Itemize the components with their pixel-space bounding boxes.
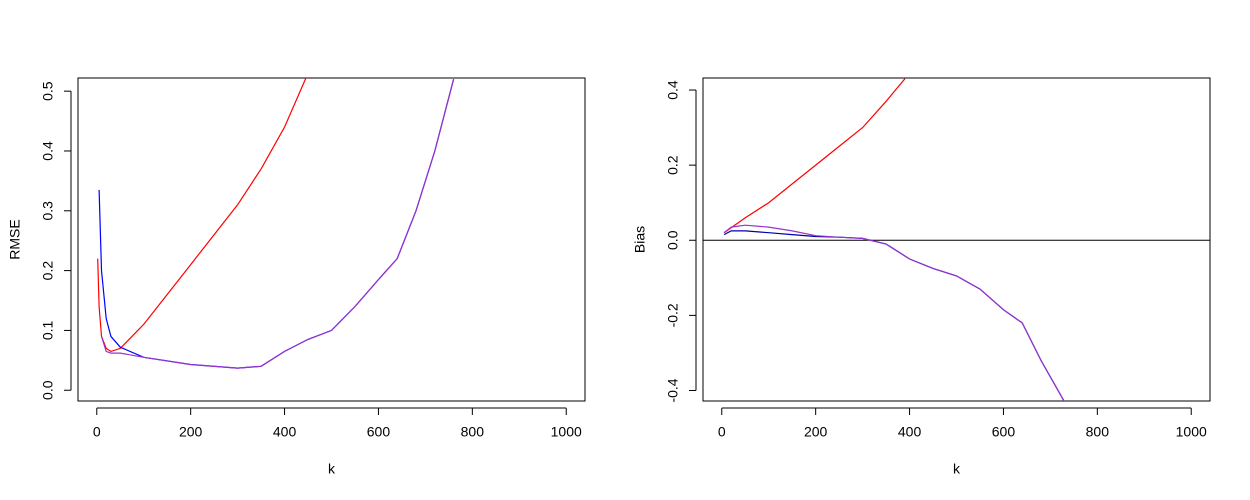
x-tick-label: 400 [273, 424, 297, 440]
series-line [723, 224, 1065, 401]
x-tick-label: 200 [179, 424, 203, 440]
x-axis-label: k [328, 461, 336, 477]
y-axis-label: RMSE [7, 219, 23, 259]
y-tick-label: 0.2 [40, 261, 56, 281]
x-axis-label: k [953, 461, 961, 477]
y-tick-label: 0.3 [40, 201, 56, 221]
x-tick-label: 0 [93, 424, 101, 440]
plot-frame [77, 77, 586, 402]
plot-area [723, 78, 1065, 401]
x-tick-label: 800 [461, 424, 485, 440]
y-tick-label: 0.4 [40, 141, 56, 161]
y-tick-label: -0.4 [665, 378, 681, 402]
y-tick-label: 0.0 [665, 230, 681, 250]
y-tick-label: 0.4 [665, 80, 681, 100]
y-tick-label: 0.5 [40, 81, 56, 101]
y-tick-label: 0.0 [40, 380, 56, 400]
series-line [723, 78, 906, 234]
x-tick-label: 0 [718, 424, 726, 440]
plot-frame [702, 77, 1211, 402]
y-tick-label: 0.2 [665, 155, 681, 175]
plot-area [97, 78, 455, 369]
x-tick-label: 600 [367, 424, 391, 440]
x-tick-label: 800 [1086, 424, 1110, 440]
x-tick-label: 600 [992, 424, 1016, 440]
y-tick-label: 0.1 [40, 320, 56, 340]
x-tick-label: 1000 [551, 424, 582, 440]
y-tick-label: -0.2 [665, 303, 681, 327]
y-axis-label: Bias [632, 226, 648, 253]
series-line [98, 79, 455, 369]
series-line [97, 78, 307, 353]
series-line [100, 79, 455, 369]
x-tick-label: 1000 [1176, 424, 1207, 440]
x-tick-label: 200 [804, 424, 828, 440]
x-tick-label: 400 [898, 424, 922, 440]
